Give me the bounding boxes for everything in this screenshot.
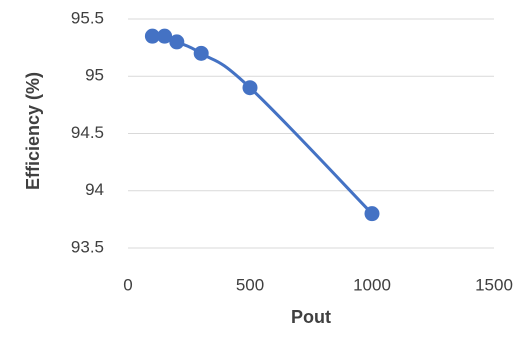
x-tick-label: 500 [236, 275, 264, 294]
data-point [157, 28, 173, 44]
data-point [364, 206, 380, 222]
x-tick-label: 1500 [475, 275, 513, 294]
x-tick-label: 0 [123, 275, 132, 294]
series-line [150, 34, 374, 216]
data-point [169, 34, 185, 50]
y-tick-label: 95.5 [71, 8, 104, 27]
x-tick-label: 1000 [353, 275, 391, 294]
x-axis-ticks: 0 500 1000 1500 [123, 275, 513, 294]
data-point [193, 45, 209, 61]
y-tick-label: 94 [85, 180, 104, 199]
y-tick-label: 95 [85, 66, 104, 85]
data-point [242, 80, 258, 96]
gridlines [128, 18, 494, 249]
y-tick-label: 94.5 [71, 123, 104, 142]
y-tick-label: 93.5 [71, 237, 104, 256]
y-axis-ticks: 93.5 94 94.5 95 95.5 [71, 8, 104, 256]
x-axis-title: Pout [291, 307, 331, 327]
y-axis-title: Efficiency (%) [23, 72, 43, 190]
series [144, 28, 380, 222]
